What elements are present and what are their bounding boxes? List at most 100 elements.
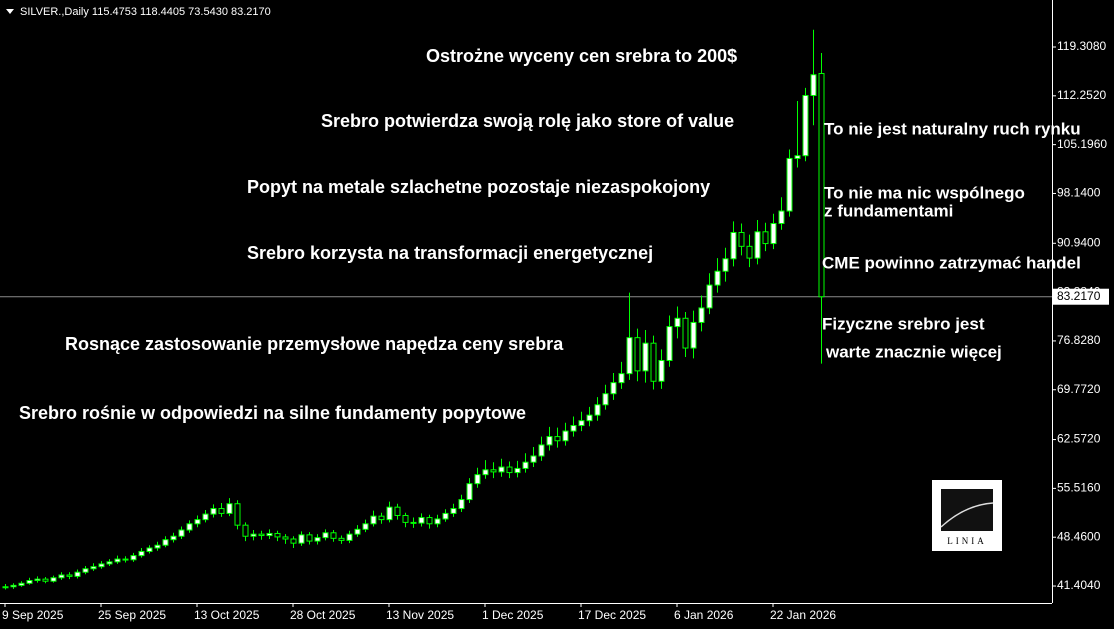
candle-body [322, 532, 329, 539]
chart-title: SILVER.,Daily 115.4753 118.4405 73.5430 … [20, 6, 271, 18]
x-tick-label: 6 Jan 2026 [674, 608, 734, 622]
annotation: Ostrożne wyceny cen srebra to 200$ [426, 46, 737, 66]
candle-body [146, 547, 153, 552]
candle-body [706, 284, 713, 309]
candle-body [226, 503, 233, 514]
candle-body [314, 537, 321, 542]
candle-body [674, 317, 681, 328]
annotation: Srebro rośnie w odpowiedzi na silne fund… [19, 403, 526, 423]
candle-body [498, 466, 505, 473]
candle-body [410, 521, 417, 524]
candle-body [130, 555, 137, 561]
candle-body [378, 515, 385, 521]
x-tick-label: 22 Jan 2026 [770, 608, 836, 622]
annotation: Popyt na metale szlachetne pozostaje nie… [247, 177, 710, 197]
candle-body [482, 469, 489, 476]
candle-body [466, 483, 473, 501]
candle-body [554, 436, 561, 442]
candle-body [610, 382, 617, 395]
candle-body [426, 517, 433, 525]
candle-body [90, 566, 97, 570]
candle-body [458, 499, 465, 510]
candle-body [362, 523, 369, 530]
x-tick-label: 1 Dec 2025 [482, 608, 544, 622]
candle-body [50, 577, 57, 582]
candle-body [490, 469, 497, 473]
candle-body [402, 514, 409, 523]
candle-body [506, 466, 513, 474]
candle-body [194, 519, 201, 525]
candle-body [730, 231, 737, 260]
y-tick-label: 41.4040 [1057, 578, 1101, 592]
candle-body [786, 157, 793, 212]
logo-text: LINIA [947, 536, 987, 546]
current-price-box [1053, 288, 1109, 305]
candle-body [474, 474, 481, 485]
y-tick-label: 98.1400 [1057, 186, 1101, 200]
candle-body [346, 533, 353, 541]
candle-body [2, 586, 9, 589]
candle-body [186, 523, 193, 531]
candle-body [386, 506, 393, 521]
annotation: z fundamentami [824, 201, 953, 220]
x-tick-label: 13 Nov 2025 [386, 608, 454, 622]
candle-body [178, 529, 185, 537]
candle-body [570, 425, 577, 432]
candle-body [594, 404, 601, 416]
x-tick-label: 25 Sep 2025 [98, 608, 166, 622]
y-tick-label: 48.4600 [1057, 529, 1101, 543]
candle-body [802, 94, 809, 157]
candle-body [218, 508, 225, 514]
candle-body [66, 574, 73, 577]
candle-body [442, 512, 449, 520]
candle-body [162, 539, 169, 546]
candle-body [778, 210, 785, 224]
candle-body [58, 574, 65, 579]
candle-body [154, 544, 161, 549]
y-tick-label: 69.7720 [1057, 382, 1101, 396]
current-price-label: 83.2170 [1057, 289, 1101, 303]
candle-body [762, 231, 769, 245]
candle-body [42, 578, 49, 582]
logo: LINIA [932, 480, 1002, 551]
y-tick-label: 112.2520 [1057, 88, 1106, 102]
x-tick-label: 28 Oct 2025 [290, 608, 356, 622]
menu-arrow [6, 9, 14, 14]
annotation: Srebro potwierdza swoją rolę jako store … [321, 111, 734, 131]
candle-body [10, 584, 17, 588]
x-tick-label: 9 Sep 2025 [2, 608, 64, 622]
y-tick-label: 105.1960 [1057, 137, 1107, 151]
candle-body [754, 231, 761, 259]
candle-body [658, 359, 665, 382]
candle-body [298, 534, 305, 544]
x-tick-label: 13 Oct 2025 [194, 608, 260, 622]
candle-body [394, 506, 401, 516]
candle-body [434, 518, 441, 525]
candle-body [818, 73, 825, 298]
candle-body [618, 373, 625, 384]
candle-body [210, 508, 217, 515]
annotation: Rosnące zastosowanie przemysłowe napędza… [65, 334, 564, 354]
y-tick-label: 55.5160 [1057, 481, 1101, 495]
candle-body [810, 74, 817, 96]
candle-body [642, 342, 649, 372]
candle-body [698, 307, 705, 323]
candle-body [98, 563, 105, 568]
y-tick-label: 119.3080 [1057, 39, 1106, 53]
candle-body [794, 155, 801, 159]
candle-body [522, 461, 529, 469]
candle-body [18, 582, 25, 586]
candle-body [290, 538, 297, 544]
candle-body [274, 532, 281, 538]
candle-body [258, 533, 265, 537]
annotation: To nie ma nic wspólnego [824, 183, 1025, 202]
annotation: To nie jest naturalny ruch rynku [824, 119, 1081, 138]
candle-body [562, 430, 569, 442]
candle-body [122, 558, 129, 561]
annotation: Srebro korzysta na transformacji energet… [247, 243, 653, 263]
candle-body [770, 222, 777, 245]
logo-swoosh [940, 502, 994, 528]
candle-body [106, 561, 113, 565]
candle-body [370, 515, 377, 525]
